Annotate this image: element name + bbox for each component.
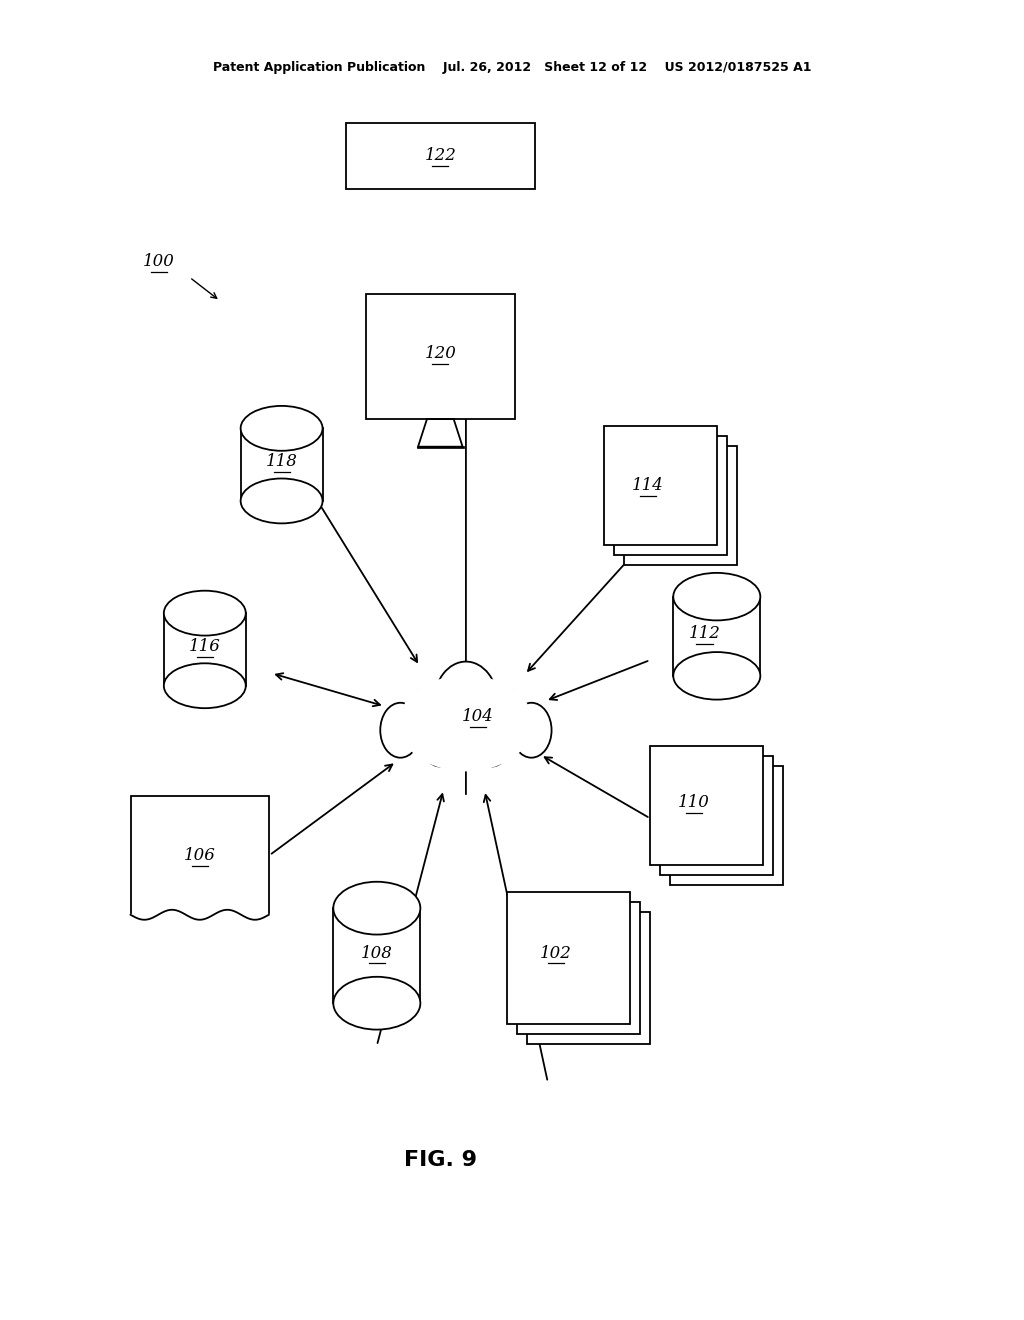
Ellipse shape: [334, 882, 420, 935]
Text: 112: 112: [688, 626, 721, 642]
Text: 120: 120: [424, 346, 457, 362]
Ellipse shape: [434, 661, 498, 744]
Bar: [131, 796, 268, 915]
Text: 116: 116: [188, 639, 221, 655]
Bar: [660, 756, 773, 875]
Text: 114: 114: [632, 478, 665, 494]
Ellipse shape: [421, 714, 461, 767]
Bar: [671, 766, 783, 884]
Ellipse shape: [164, 590, 246, 636]
Ellipse shape: [450, 722, 482, 766]
Bar: [650, 746, 763, 865]
Text: 106: 106: [183, 847, 216, 863]
Bar: [625, 446, 737, 565]
Bar: [507, 892, 630, 1024]
Ellipse shape: [511, 702, 552, 758]
Bar: [614, 437, 727, 556]
Ellipse shape: [406, 686, 456, 752]
Ellipse shape: [164, 663, 246, 708]
Ellipse shape: [674, 652, 760, 700]
Ellipse shape: [380, 702, 421, 758]
Bar: [334, 908, 421, 1003]
Polygon shape: [418, 420, 463, 446]
Text: 104: 104: [462, 709, 495, 725]
Text: Patent Application Publication    Jul. 26, 2012   Sheet 12 of 12    US 2012/0187: Patent Application Publication Jul. 26, …: [213, 62, 811, 74]
Bar: [346, 123, 535, 189]
Text: FIG. 9: FIG. 9: [403, 1150, 477, 1170]
Bar: [527, 912, 650, 1044]
Ellipse shape: [241, 479, 323, 524]
Text: 110: 110: [678, 795, 711, 810]
Bar: [164, 612, 246, 686]
Ellipse shape: [398, 676, 534, 771]
Ellipse shape: [241, 405, 323, 451]
Bar: [367, 294, 514, 420]
Bar: [604, 426, 717, 545]
Text: 118: 118: [265, 454, 298, 470]
Text: 100: 100: [142, 253, 175, 269]
Text: 108: 108: [360, 945, 393, 961]
Bar: [674, 597, 760, 676]
Bar: [241, 428, 323, 500]
Ellipse shape: [471, 714, 511, 767]
Ellipse shape: [476, 686, 526, 752]
Bar: [517, 903, 640, 1035]
Text: 102: 102: [540, 945, 572, 961]
Text: 122: 122: [424, 148, 457, 164]
Ellipse shape: [334, 977, 420, 1030]
Ellipse shape: [674, 573, 760, 620]
